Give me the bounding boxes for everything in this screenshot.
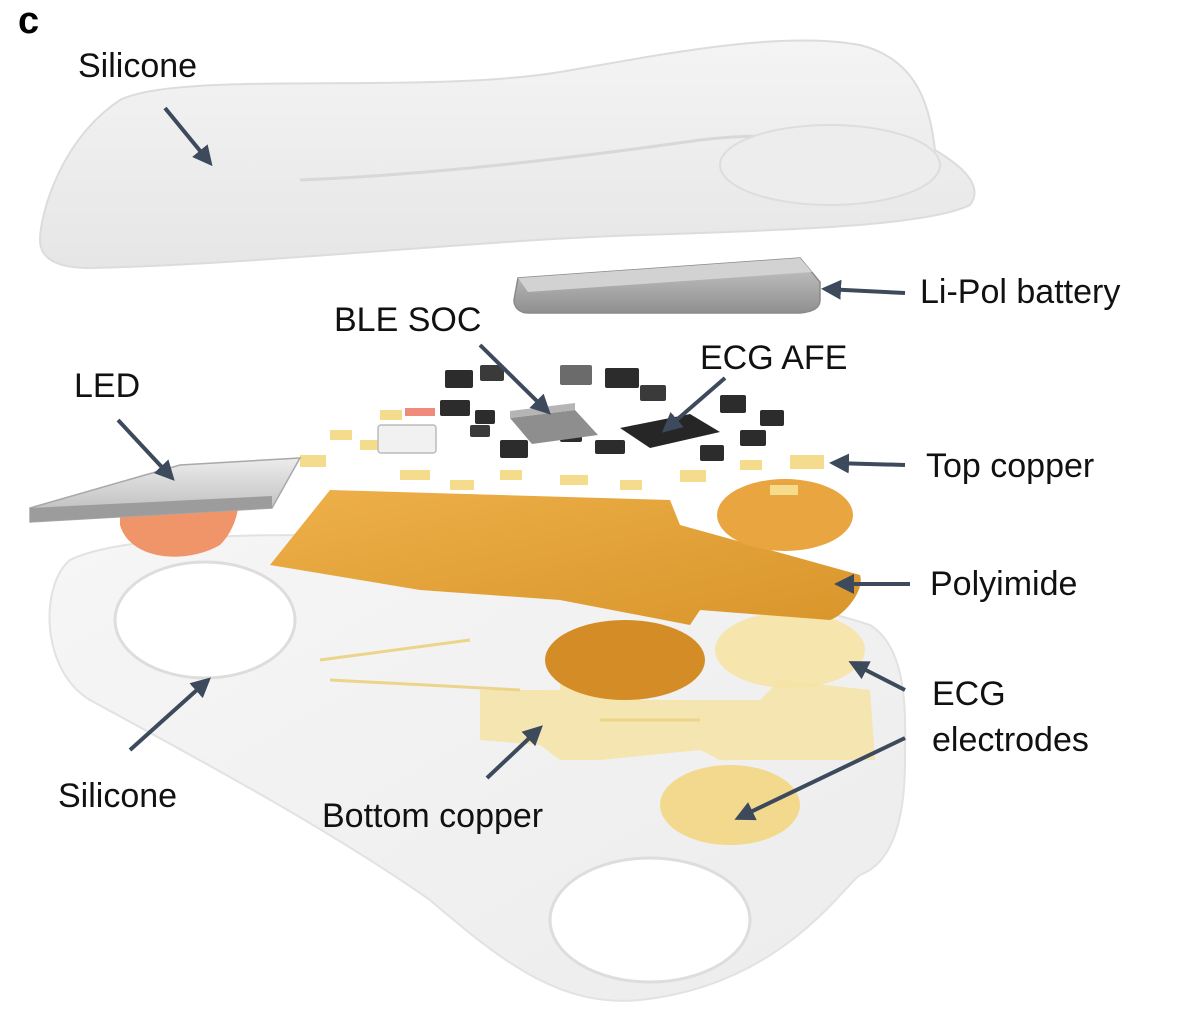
- arrow-battery: [821, 279, 906, 300]
- arrow-silicone-bottom: [128, 677, 211, 752]
- label-bottom-copper: Bottom copper: [322, 797, 544, 835]
- arrow-ecg-electrodes-top: [848, 661, 906, 692]
- led-component: [29, 457, 302, 557]
- label-led: LED: [74, 367, 141, 405]
- arrow-led: [116, 418, 175, 481]
- arrow-ecg-afe: [661, 376, 727, 433]
- label-ble-soc: BLE SOC: [334, 301, 482, 339]
- panel-letter: c: [18, 0, 40, 42]
- arrow-top-copper: [829, 453, 906, 474]
- top-silicone-layer: [38, 39, 976, 270]
- label-silicone-top: Silicone: [78, 47, 198, 85]
- battery-component: [513, 257, 821, 314]
- label-polyimide: Polyimide: [930, 565, 1078, 603]
- arrow-silicone-top: [163, 106, 213, 167]
- polyimide-layer: [270, 479, 861, 700]
- label-ecg-afe: ECG AFE: [700, 339, 848, 377]
- arrow-ecg-electrodes-bottom: [734, 736, 906, 821]
- arrow-bottom-copper: [485, 725, 543, 780]
- top-copper-layer: [300, 410, 824, 495]
- label-top-copper: Top copper: [926, 447, 1095, 485]
- label-ecg-electrodes-line1: ECG: [932, 675, 1006, 713]
- arrow-ble-soc: [478, 343, 551, 415]
- label-silicone-bottom: Silicone: [58, 777, 178, 815]
- label-ecg-electrodes-line2: electrodes: [932, 721, 1089, 759]
- leader-arrows: [116, 106, 910, 821]
- label-li-pol-battery: Li-Pol battery: [920, 273, 1121, 311]
